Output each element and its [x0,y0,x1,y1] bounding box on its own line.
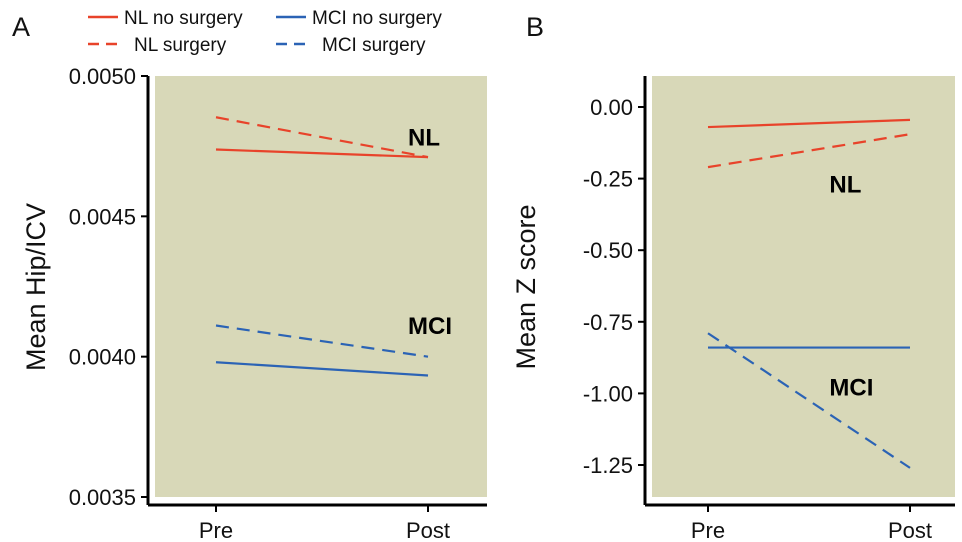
series-line [215,361,429,377]
group-label: NL [829,171,861,198]
chart-panel-a: 0.0035 0.0040 0.0045 0.0050 Pre Post Mean Hip/… [12,12,487,542]
panel-letter: A [12,12,30,42]
y-tick-label: -1.00 [583,381,633,406]
y-tick-label: 0.00 [590,95,633,120]
legend-label: MCI surgery [322,35,426,56]
series-line [215,116,429,159]
x-tick-label: Post [888,518,932,542]
chart-panel-b: 0.00 -0.25 -0.50 -0.75 -1.00 -1.25 Pre Post Mean… [511,12,955,542]
y-axis-title: Mean Hip/ICV [21,203,51,371]
y-tick-label: -1.25 [583,453,633,478]
legend-label: NL surgery [134,35,227,56]
y-tick-label: 0.0035 [69,485,136,510]
legend-label: MCI no surgery [312,8,442,29]
legend: NL no surgery MCI no surgery NL surgery … [88,8,442,56]
y-tick-label: -0.25 [583,167,633,192]
group-label: MCI [829,375,873,402]
y-tick-label: -0.50 [583,238,633,263]
y-axis-title: Mean Z score [511,204,541,369]
y-tick-label: 0.0045 [69,204,136,229]
legend-label: NL no surgery [124,8,243,29]
series-line [707,118,911,129]
x-tick-label: Post [406,518,450,542]
legend-item: NL surgery [88,35,227,56]
series-line [215,324,429,358]
legend-item: NL no surgery [88,8,243,29]
plot-background [652,76,955,497]
panel-letter: B [526,12,544,42]
plot-background [155,76,487,497]
group-label: NL [408,125,440,152]
group-label: MCI [408,313,452,340]
y-tick-label: -0.75 [583,310,633,335]
series-line [215,148,429,159]
y-tick-label: 0.0040 [69,345,136,370]
legend-item: MCI no surgery [276,8,442,29]
legend-item: MCI surgery [276,35,426,56]
x-tick-label: Pre [691,518,725,542]
y-tick-label: 0.0050 [69,64,136,89]
series-line [707,133,911,169]
x-tick-label: Pre [199,518,233,542]
